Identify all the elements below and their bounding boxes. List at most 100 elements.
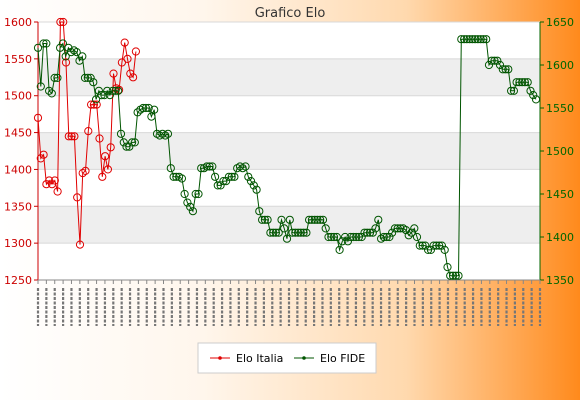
left-tick-label: 1550: [4, 53, 32, 66]
right-tick-label: 1500: [546, 145, 574, 158]
data-point: [213, 181, 222, 190]
data-point: [446, 271, 455, 280]
data-point: [80, 73, 90, 83]
data-point: [260, 215, 269, 224]
series-elo-italia: [33, 17, 140, 249]
data-point: [504, 65, 513, 74]
data-point: [271, 228, 280, 237]
data-point: [177, 174, 186, 183]
data-point: [205, 162, 214, 171]
data-point: [388, 228, 397, 237]
data-point: [81, 166, 90, 175]
data-point: [318, 215, 328, 224]
data-point: [352, 232, 361, 242]
data-point: [507, 86, 516, 95]
left-tick-label: 1300: [4, 237, 32, 250]
data-point: [89, 100, 99, 109]
data-point: [125, 142, 134, 151]
data-point: [139, 103, 148, 113]
data-point: [357, 232, 366, 242]
data-point: [87, 100, 96, 109]
data-point: [410, 224, 419, 233]
data-point: [163, 129, 173, 138]
data-point: [448, 271, 458, 280]
legend: Elo Italia Elo FIDE: [197, 342, 377, 374]
plot-band: [38, 243, 540, 280]
data-point: [274, 228, 283, 237]
data-point: [72, 48, 81, 57]
data-point: [349, 232, 358, 242]
data-point: [131, 47, 140, 56]
data-point: [313, 215, 322, 224]
data-point: [501, 65, 510, 74]
data-point: [424, 245, 433, 254]
data-point: [371, 224, 380, 233]
data-point: [421, 241, 430, 250]
data-point: [147, 112, 156, 121]
data-point: [482, 35, 491, 44]
right-tick-label: 1350: [546, 274, 574, 287]
data-point: [219, 177, 228, 186]
data-point: [89, 78, 98, 87]
series-line: [37, 38, 537, 277]
data-point: [454, 271, 463, 280]
data-point: [343, 237, 352, 246]
data-point: [75, 240, 85, 249]
data-point: [509, 86, 519, 95]
data-point: [285, 215, 294, 224]
data-point: [307, 215, 316, 224]
data-point: [324, 232, 333, 242]
data-point: [39, 39, 48, 48]
data-point: [457, 35, 466, 44]
data-point: [244, 172, 253, 181]
data-point: [321, 224, 330, 233]
data-point: [202, 162, 211, 171]
data-point: [103, 86, 112, 95]
data-point: [116, 129, 126, 138]
data-point: [468, 35, 477, 44]
data-point: [379, 232, 388, 242]
data-point: [108, 86, 117, 95]
data-point: [415, 241, 424, 250]
data-point: [111, 86, 120, 95]
data-point: [479, 35, 488, 44]
data-point: [106, 143, 115, 152]
data-point: [476, 35, 485, 44]
data-point: [224, 172, 233, 181]
data-point: [64, 132, 73, 141]
data-point: [123, 54, 132, 64]
series-layer: [33, 17, 541, 280]
data-point: [302, 228, 311, 237]
data-point: [92, 95, 101, 104]
data-point: [435, 241, 444, 250]
data-point: [86, 73, 95, 83]
data-point: [50, 176, 59, 185]
data-point: [465, 35, 474, 44]
data-point: [33, 113, 43, 122]
data-point: [473, 35, 482, 44]
data-point: [263, 215, 272, 224]
data-point: [241, 162, 250, 171]
data-point: [332, 232, 341, 242]
data-point: [460, 35, 469, 44]
data-point: [471, 35, 480, 44]
data-point: [282, 234, 292, 243]
legend-italia-marker: [218, 356, 222, 360]
data-point: [291, 228, 300, 237]
data-point: [246, 177, 256, 186]
right-tick-label: 1400: [546, 231, 574, 244]
plot-background: [38, 22, 540, 280]
data-point: [183, 198, 192, 207]
data-point: [305, 215, 314, 224]
data-point: [426, 245, 435, 254]
left-tick-label: 1500: [4, 90, 32, 103]
data-point: [440, 245, 449, 254]
right-tick-label: 1550: [546, 102, 574, 115]
left-tick-label: 1450: [4, 127, 32, 140]
data-point: [327, 232, 336, 242]
data-point: [59, 17, 68, 27]
data-point: [47, 89, 56, 98]
data-point: [335, 245, 344, 254]
data-point: [495, 60, 505, 70]
